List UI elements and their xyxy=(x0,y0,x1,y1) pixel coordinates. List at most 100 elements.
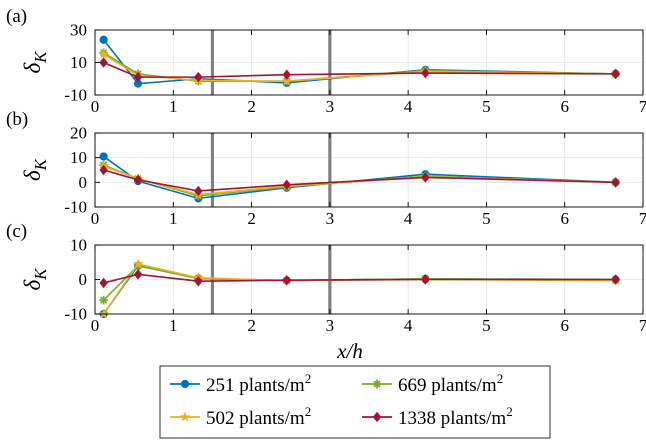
data-point xyxy=(282,69,291,80)
data-point xyxy=(99,164,108,176)
data-point xyxy=(99,152,108,161)
data-point xyxy=(194,71,203,83)
data-point xyxy=(98,48,109,59)
legend-label: 1338 plants/m2 xyxy=(398,404,513,429)
series-3 xyxy=(98,258,621,319)
x-tick-label: 5 xyxy=(482,97,491,116)
data-point xyxy=(281,75,293,86)
data-point xyxy=(99,277,108,289)
y-axis-title: δK xyxy=(20,50,50,74)
legend-entry: 502 plants/m2 xyxy=(170,404,311,429)
x-tick-label: 1 xyxy=(169,209,178,228)
data-point xyxy=(421,67,430,79)
data-point xyxy=(611,274,620,285)
x-tick-label: 2 xyxy=(247,316,256,335)
series-1 xyxy=(99,152,620,203)
data-point xyxy=(421,274,430,285)
x-tick-label: 0 xyxy=(91,316,100,335)
data-point xyxy=(132,258,144,269)
panel-1: 0 1 2 3 4 5 6 7 -10 10 30 (a) δK xyxy=(6,6,646,116)
data-point xyxy=(282,274,291,286)
legend-entry: 251 plants/m2 xyxy=(170,371,311,396)
series-1 xyxy=(99,35,620,88)
y-axis-title: δK xyxy=(20,267,50,291)
legend-marker xyxy=(180,379,190,389)
series-1 xyxy=(99,261,620,319)
panel-label: (c) xyxy=(6,221,27,242)
data-point xyxy=(611,177,620,188)
series-line xyxy=(103,53,616,82)
legend-label: 669 plants/m2 xyxy=(398,371,503,396)
y-tick-label: -10 xyxy=(64,305,87,324)
x-tick-label: 7 xyxy=(639,209,646,228)
x-tick-label: 6 xyxy=(560,97,569,116)
legend: 251 plants/m2 669 plants/m2 502 plants/m2 1… xyxy=(159,365,551,439)
x-tick-label: 3 xyxy=(326,209,335,228)
x-tick-label: 7 xyxy=(639,97,646,116)
legend-entry: 669 plants/m2 xyxy=(362,371,503,396)
series-line xyxy=(103,61,616,78)
x-tick-label: 6 xyxy=(560,209,569,228)
series-line xyxy=(103,273,616,284)
x-tick-label: 3 xyxy=(326,316,335,335)
y-axis-title: δK xyxy=(20,157,50,181)
data-point xyxy=(133,174,143,186)
y-tick-label: 0 xyxy=(79,173,88,192)
panel-label: (a) xyxy=(6,6,27,27)
legend-label: 502 plants/m2 xyxy=(206,404,311,429)
x-tick-label: 2 xyxy=(247,97,256,116)
series-line xyxy=(103,169,616,192)
series-3 xyxy=(98,48,621,86)
x-tick-label: 5 xyxy=(482,209,491,228)
panel-label: (b) xyxy=(6,109,28,130)
x-tick-label: 6 xyxy=(560,316,569,335)
x-tick-label: 1 xyxy=(169,97,178,116)
legend-label: 251 plants/m2 xyxy=(206,371,311,396)
data-point xyxy=(133,71,143,83)
legend-marker xyxy=(179,411,191,422)
x-tick-label: 4 xyxy=(404,209,413,228)
series-2 xyxy=(99,261,620,305)
series-line xyxy=(103,155,616,200)
y-tick-label: 0 xyxy=(79,270,88,289)
series-4 xyxy=(99,57,620,83)
y-tick-label: 10 xyxy=(70,236,87,255)
y-tick-label: 10 xyxy=(70,148,87,167)
x-tick-label: 0 xyxy=(91,209,100,228)
x-tick-label: 3 xyxy=(326,97,335,116)
y-tick-label: -10 xyxy=(64,198,87,217)
series-4 xyxy=(99,164,620,197)
x-tick-label: 1 xyxy=(169,316,178,335)
data-point xyxy=(99,35,108,44)
series-line xyxy=(102,263,616,315)
y-tick-label: 20 xyxy=(70,124,87,143)
x-tick-label: 4 xyxy=(404,316,413,335)
legend-marker xyxy=(372,411,382,423)
data-point xyxy=(282,179,291,191)
x-axis-title: x/h xyxy=(336,339,363,363)
data-point xyxy=(194,185,203,197)
series-4 xyxy=(99,269,620,289)
x-tick-label: 4 xyxy=(404,97,413,116)
data-point xyxy=(611,68,620,80)
x-tick-label: 0 xyxy=(91,97,100,116)
data-point xyxy=(99,57,108,68)
axes-box xyxy=(94,132,644,208)
x-tick-label: 5 xyxy=(482,316,491,335)
x-tick-label: 7 xyxy=(639,316,646,335)
y-tick-label: -10 xyxy=(64,86,87,105)
data-point xyxy=(133,269,143,280)
data-point xyxy=(421,172,430,183)
data-point xyxy=(99,295,108,305)
y-tick-label: 30 xyxy=(70,21,87,40)
legend-box xyxy=(159,365,551,439)
legend-entry: 1338 plants/m2 xyxy=(362,404,513,429)
y-tick-label: 10 xyxy=(70,53,87,72)
data-point xyxy=(194,275,203,287)
legend-marker xyxy=(372,379,382,389)
series-line xyxy=(103,264,616,301)
